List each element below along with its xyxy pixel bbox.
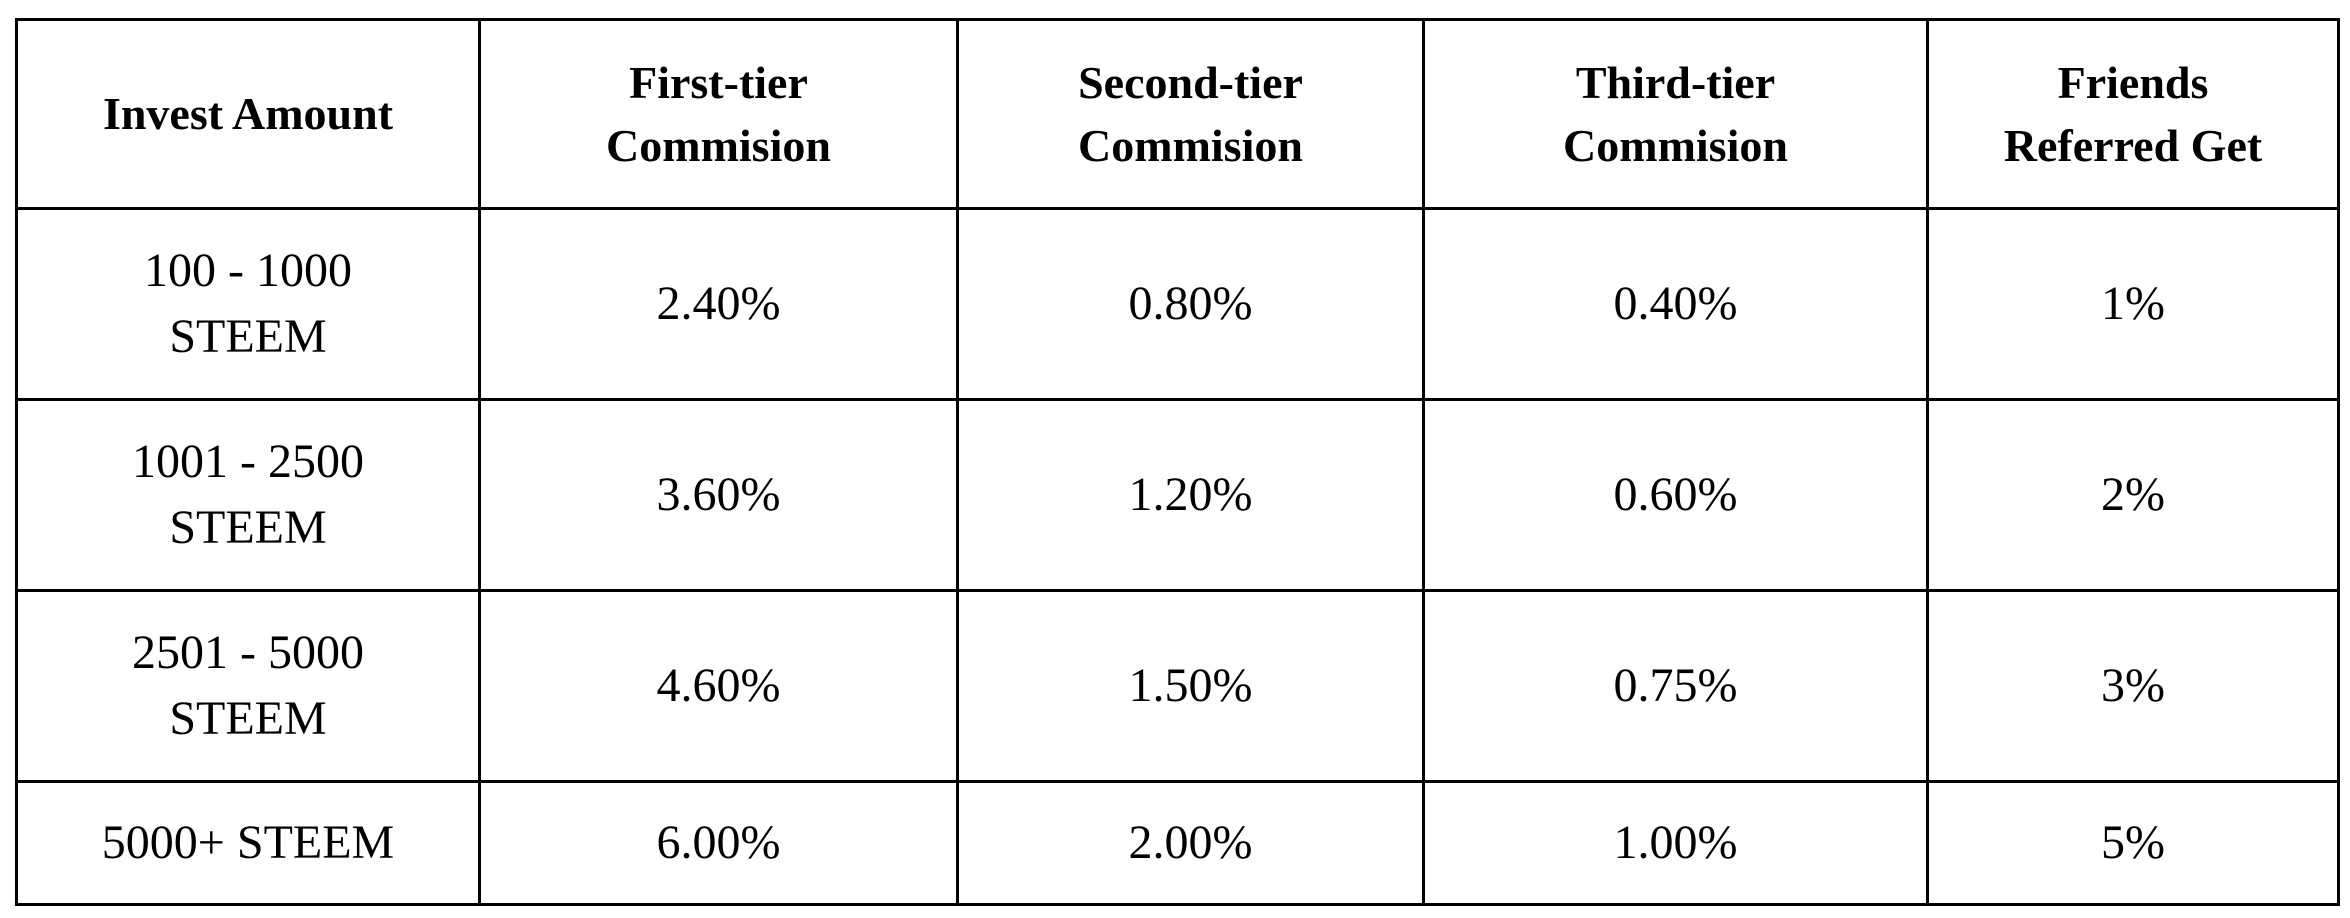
rate-cell: 1.20% <box>956 398 1425 592</box>
rate-cell: 3% <box>1926 589 2340 783</box>
cell-line: 5000+ STEEM <box>101 815 395 869</box>
cell-line: STEEM <box>169 501 327 554</box>
header-cell: First-tier Commision <box>478 18 959 210</box>
cell-line: STEEM <box>169 692 327 745</box>
cell-line: Commision <box>1078 120 1303 171</box>
rate-cell: 6.00% <box>478 780 959 906</box>
header-cell: Third-tier Commision <box>1422 18 1929 210</box>
table-row: 5000+ STEEM 6.00% 2.00% 1.00% 5% <box>15 780 2340 906</box>
amount-cell: 1001 - 2500 STEEM <box>15 398 481 592</box>
cell-line: Second-tier <box>1078 56 1303 108</box>
amount-cell: 2501 - 5000 STEEM <box>15 589 481 783</box>
amount-cell: 5000+ STEEM <box>15 780 481 906</box>
cell-line: 100 - 1000 <box>144 243 352 297</box>
rate-cell: 1.50% <box>956 589 1425 783</box>
header-row: Invest Amount First-tier Commision Second-t… <box>15 18 2340 210</box>
rate-cell: 2% <box>1926 398 2340 592</box>
amount-cell: 100 - 1000 STEEM <box>15 207 481 401</box>
rate-cell: 4.60% <box>478 589 959 783</box>
cell-line: Friends <box>2057 56 2209 108</box>
cell-line: 2501 - 5000 <box>132 625 364 679</box>
commission-table: Invest Amount First-tier Commision Second-t… <box>15 18 2340 906</box>
rate-cell: 0.80% <box>956 207 1425 401</box>
header-cell: Friends Referred Get <box>1926 18 2340 210</box>
table-row: 2501 - 5000 STEEM 4.60% 1.50% 0.75% 3% <box>15 589 2340 783</box>
rate-cell: 1% <box>1926 207 2340 401</box>
cell-line: Third-tier <box>1575 56 1776 108</box>
rate-cell: 5% <box>1926 780 2340 906</box>
cell-line: Commision <box>606 120 831 171</box>
cell-line: Invest Amount <box>102 88 394 140</box>
rate-cell: 2.00% <box>956 780 1425 906</box>
rate-cell: 2.40% <box>478 207 959 401</box>
rate-cell: 3.60% <box>478 398 959 592</box>
cell-line: First-tier <box>629 56 808 108</box>
cell-line: STEEM <box>169 310 327 363</box>
rate-cell: 0.60% <box>1422 398 1929 592</box>
table-row: 1001 - 2500 STEEM 3.60% 1.20% 0.60% 2% <box>15 398 2340 592</box>
cell-line: 1001 - 2500 <box>132 434 364 488</box>
table-row: 100 - 1000 STEEM 2.40% 0.80% 0.40% 1% <box>15 207 2340 401</box>
rate-cell: 1.00% <box>1422 780 1929 906</box>
cell-line: Commision <box>1563 120 1788 171</box>
header-cell: Second-tier Commision <box>956 18 1425 210</box>
rate-cell: 0.40% <box>1422 207 1929 401</box>
rate-cell: 0.75% <box>1422 589 1929 783</box>
header-cell: Invest Amount <box>15 18 481 210</box>
cell-line: Referred Get <box>2003 120 2263 171</box>
